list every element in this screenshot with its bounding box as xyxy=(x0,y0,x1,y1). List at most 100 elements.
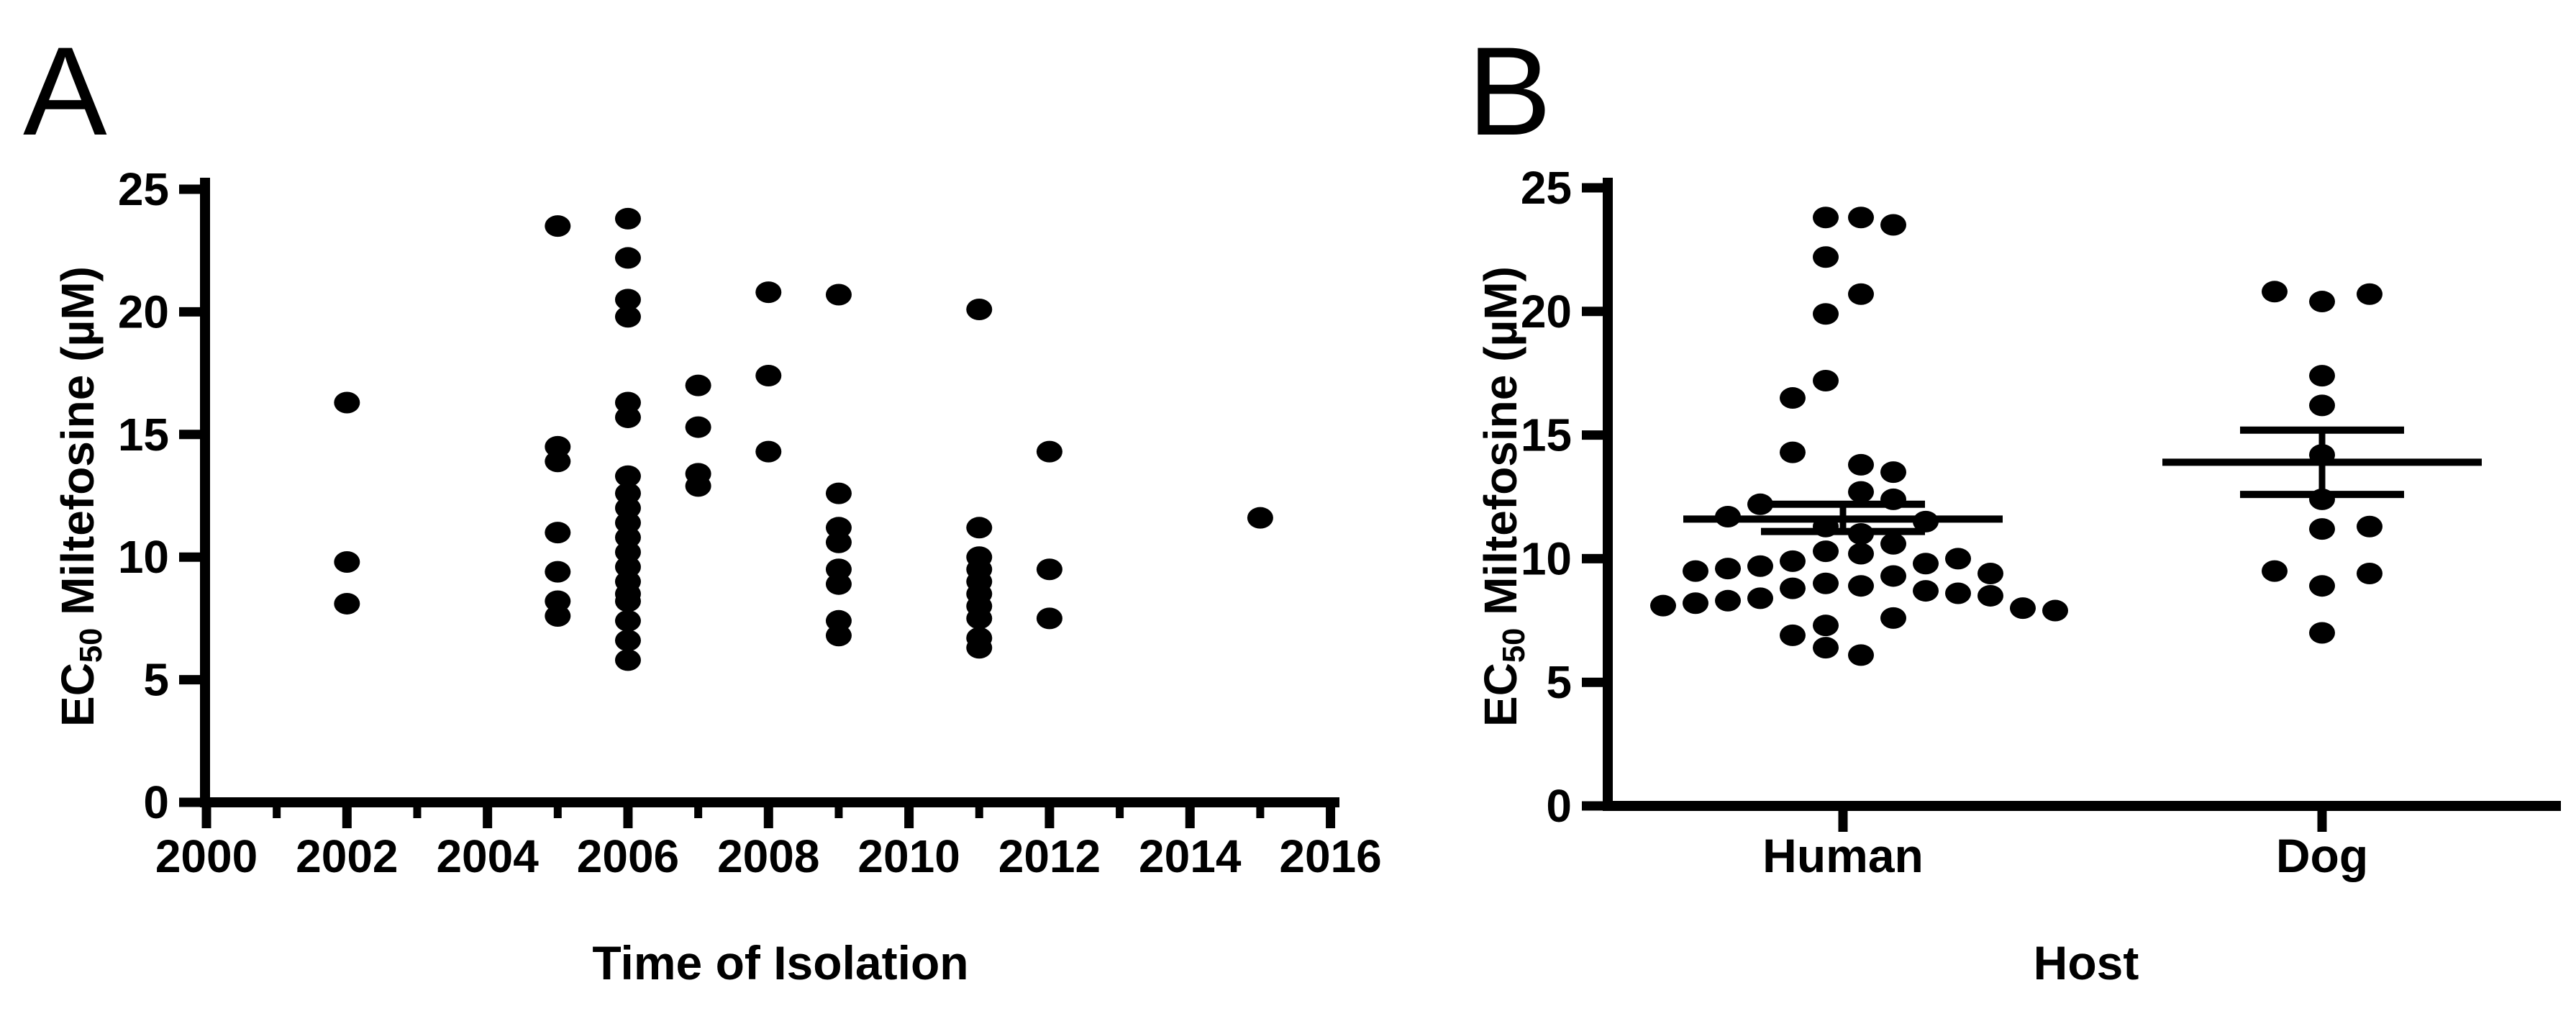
data-point xyxy=(755,281,782,304)
y-tick-label: 5 xyxy=(143,654,169,706)
x-tick-label: 2014 xyxy=(1139,830,1242,882)
subscript-50: 50 xyxy=(73,627,109,663)
data-point xyxy=(1880,607,1906,629)
data-point xyxy=(1683,592,1708,615)
data-point xyxy=(2357,563,2382,585)
data-point xyxy=(614,406,641,428)
data-point xyxy=(1945,548,1971,570)
data-point xyxy=(2262,560,2288,582)
data-point xyxy=(1813,303,1839,325)
x-tick-label: 2010 xyxy=(857,830,960,882)
data-point xyxy=(2309,575,2335,597)
data-point xyxy=(334,592,360,615)
y-tick-label: 15 xyxy=(118,409,169,461)
data-point xyxy=(545,522,571,544)
data-point xyxy=(545,561,571,583)
group-dog xyxy=(2162,281,2482,644)
data-point xyxy=(1848,644,1874,666)
data-point xyxy=(614,207,641,230)
y-tick-label: 20 xyxy=(118,286,169,337)
data-point xyxy=(1715,558,1741,580)
data-point xyxy=(1813,572,1839,594)
data-point xyxy=(614,609,641,632)
y-tick-label: 10 xyxy=(1521,532,1572,584)
data-point xyxy=(966,607,993,630)
axes-b xyxy=(1603,178,2561,811)
data-point xyxy=(1913,553,1939,575)
x-tick-label: 2004 xyxy=(436,830,539,882)
x-axis-title-b: Host xyxy=(2033,936,2139,989)
data-point xyxy=(1848,575,1874,597)
data-point xyxy=(545,215,571,237)
data-point xyxy=(1848,543,1874,565)
data-point xyxy=(1036,607,1062,630)
data-point xyxy=(755,365,782,387)
panel-a: 0 5 10 15 20 25 2000 2002 2004 2006 2008 2010 2012 20… xyxy=(118,163,1382,882)
panel-letter-b: B xyxy=(1467,22,1552,162)
data-point xyxy=(1945,582,1971,604)
y-tick-label: 10 xyxy=(118,531,169,583)
data-point xyxy=(1848,283,1874,305)
data-point xyxy=(1650,594,1676,617)
data-point xyxy=(614,590,641,612)
data-point xyxy=(614,630,641,652)
data-point xyxy=(614,649,641,671)
data-point xyxy=(825,625,852,647)
data-point xyxy=(334,551,360,573)
data-point xyxy=(966,298,993,320)
data-point xyxy=(1247,507,1273,529)
data-point xyxy=(825,531,852,553)
y-tick-label: 5 xyxy=(1546,656,1572,708)
data-point xyxy=(1813,370,1839,392)
data-point xyxy=(1036,440,1062,463)
x-tick-label: 2008 xyxy=(717,830,819,882)
data-point xyxy=(2309,365,2335,387)
x-tick-label: 2012 xyxy=(998,830,1101,882)
axes-a xyxy=(200,178,1339,807)
category-label: Human xyxy=(1762,829,1924,882)
y-tick-label: 15 xyxy=(1521,409,1572,461)
data-point xyxy=(2357,515,2382,538)
data-point xyxy=(1747,493,1773,515)
panel-b: 0 5 10 15 20 25 Human Dog xyxy=(1521,162,2561,882)
data-point xyxy=(1813,207,1839,229)
data-point xyxy=(2042,599,2068,622)
y-tick-label: 0 xyxy=(143,776,169,828)
data-point xyxy=(1848,481,1874,503)
data-point xyxy=(2010,597,2036,620)
y-axis-title-a: EC50 Miltefosine (µM) xyxy=(52,266,109,727)
subscript-50: 50 xyxy=(1496,627,1532,663)
x-tick-label: 2016 xyxy=(1279,830,1381,882)
data-point xyxy=(545,450,571,473)
data-point xyxy=(1880,532,1906,555)
data-point xyxy=(1880,565,1906,587)
data-point xyxy=(1715,589,1741,612)
data-point xyxy=(2309,291,2335,313)
data-point xyxy=(1747,555,1773,577)
panel-letter-a: A xyxy=(23,22,107,162)
data-point xyxy=(614,306,641,328)
data-point xyxy=(1848,207,1874,229)
data-point xyxy=(685,374,711,396)
x-tick-label: 2002 xyxy=(296,830,398,882)
data-point xyxy=(2357,283,2382,305)
data-point xyxy=(825,284,852,306)
y-tick-label: 25 xyxy=(1521,162,1572,214)
data-point xyxy=(614,465,641,487)
data-point xyxy=(966,637,993,659)
x-tick-label: 2006 xyxy=(577,830,679,882)
group-human xyxy=(1650,207,2068,666)
data-point xyxy=(1913,580,1939,602)
data-point xyxy=(1780,387,1806,409)
data-point xyxy=(1880,214,1906,236)
data-point xyxy=(2262,281,2288,303)
data-point xyxy=(2309,622,2335,644)
data-point xyxy=(1036,558,1062,581)
data-point xyxy=(614,289,641,311)
data-point xyxy=(334,391,360,414)
data-point xyxy=(545,604,571,627)
data-point xyxy=(685,475,711,497)
data-point xyxy=(1880,461,1906,484)
